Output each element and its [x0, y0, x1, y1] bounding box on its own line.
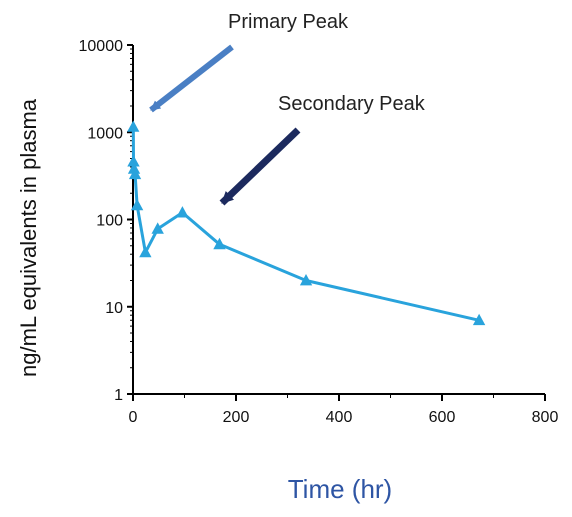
x-tick-label: 200 — [223, 409, 250, 426]
annotation-primary-peak: Primary Peak — [149, 11, 349, 113]
data-series — [127, 120, 486, 326]
x-tick-label: 400 — [326, 409, 353, 426]
data-point-triangle — [472, 313, 486, 326]
y-tick-label: 10 — [105, 300, 123, 317]
data-point-triangle — [130, 198, 144, 211]
data-point-triangle — [176, 206, 189, 218]
data-point-triangle — [127, 162, 141, 174]
y-tick-label: 1000 — [87, 125, 123, 142]
annotation-secondary-peak: Secondary Peak — [219, 93, 426, 206]
y-tick-label: 100 — [96, 213, 123, 230]
data-point-triangle — [299, 274, 313, 286]
data-point-triangle — [151, 222, 164, 234]
secondary-peak-arrow — [219, 127, 301, 206]
data-point-triangle — [139, 245, 152, 258]
x-tick-label: 600 — [429, 409, 456, 426]
x-tick-label: 0 — [129, 409, 138, 426]
x-tick-label: 800 — [532, 409, 559, 426]
data-point-triangle — [127, 120, 140, 132]
x-axis: 0 200 400 600 800 — [129, 393, 559, 426]
series-line — [131, 126, 480, 322]
annotation-secondary-peak-text: Secondary Peak — [278, 93, 426, 115]
y-axis: 1 10 100 1000 10000 — [79, 38, 134, 404]
data-point-triangle — [128, 167, 142, 180]
x-axis-label: Time (hr) — [288, 474, 392, 504]
data-point-triangle — [127, 155, 140, 167]
y-axis-label: ng/mL equivalents in plasma — [16, 98, 41, 377]
annotation-primary-peak-text: Primary Peak — [228, 11, 349, 33]
primary-peak-arrow — [149, 44, 234, 113]
y-tick-label: 10000 — [79, 38, 124, 55]
y-tick-label: 1 — [114, 387, 123, 404]
data-point-triangle — [213, 237, 226, 250]
